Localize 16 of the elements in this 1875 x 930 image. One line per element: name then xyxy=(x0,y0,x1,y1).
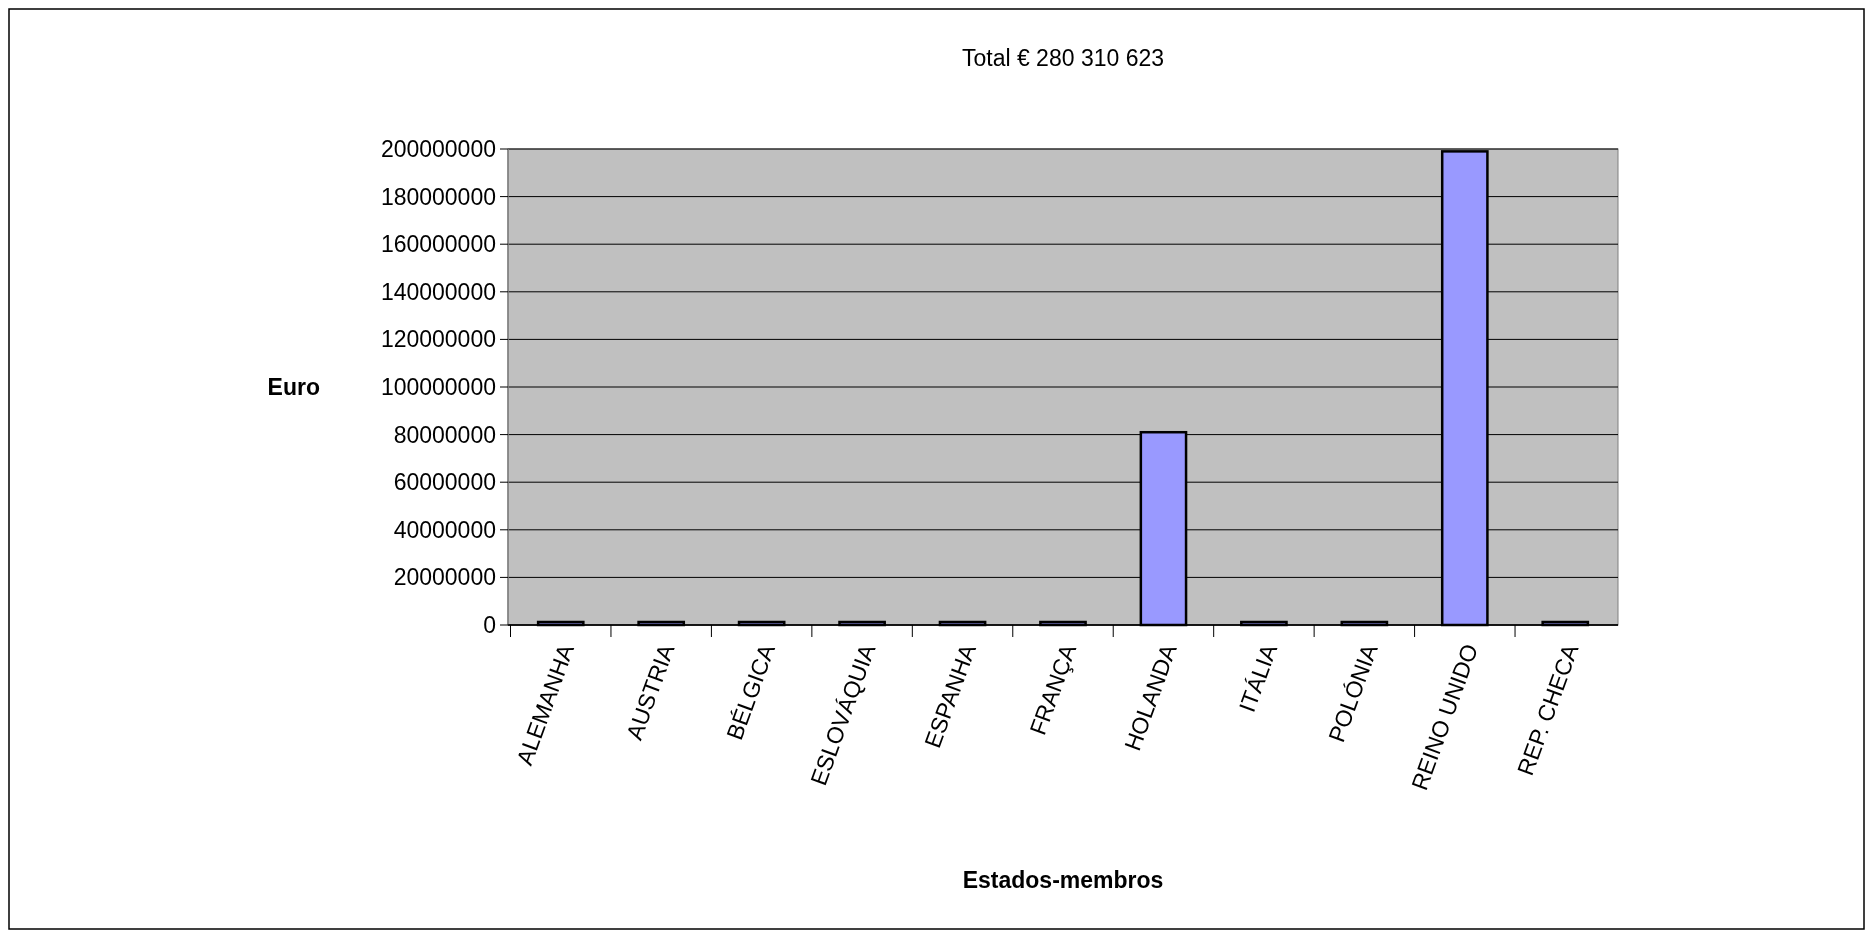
y-tick-label: 200000000 xyxy=(380,136,496,163)
chart-title: Total € 280 310 623 xyxy=(961,45,1165,71)
y-tick-label: 40000000 xyxy=(393,516,496,543)
y-tick-label: 180000000 xyxy=(380,183,496,210)
x-tick-label: ITÁLIA xyxy=(1233,639,1283,716)
y-tick-label: 0 xyxy=(483,612,496,639)
y-tick-label: 20000000 xyxy=(393,564,496,591)
y-tick-label: 100000000 xyxy=(380,374,496,401)
y-tick-label: 160000000 xyxy=(380,231,496,258)
x-tick-label: REINO UNIDO xyxy=(1406,640,1484,794)
y-axis-title: Euro xyxy=(267,374,320,401)
y-tick-label: 120000000 xyxy=(380,326,496,353)
x-axis-title: Estados-membros xyxy=(962,867,1164,893)
y-tick-label: 140000000 xyxy=(380,278,496,305)
y-tick-label: 60000000 xyxy=(393,469,496,496)
y-tick-label: 80000000 xyxy=(393,421,496,448)
